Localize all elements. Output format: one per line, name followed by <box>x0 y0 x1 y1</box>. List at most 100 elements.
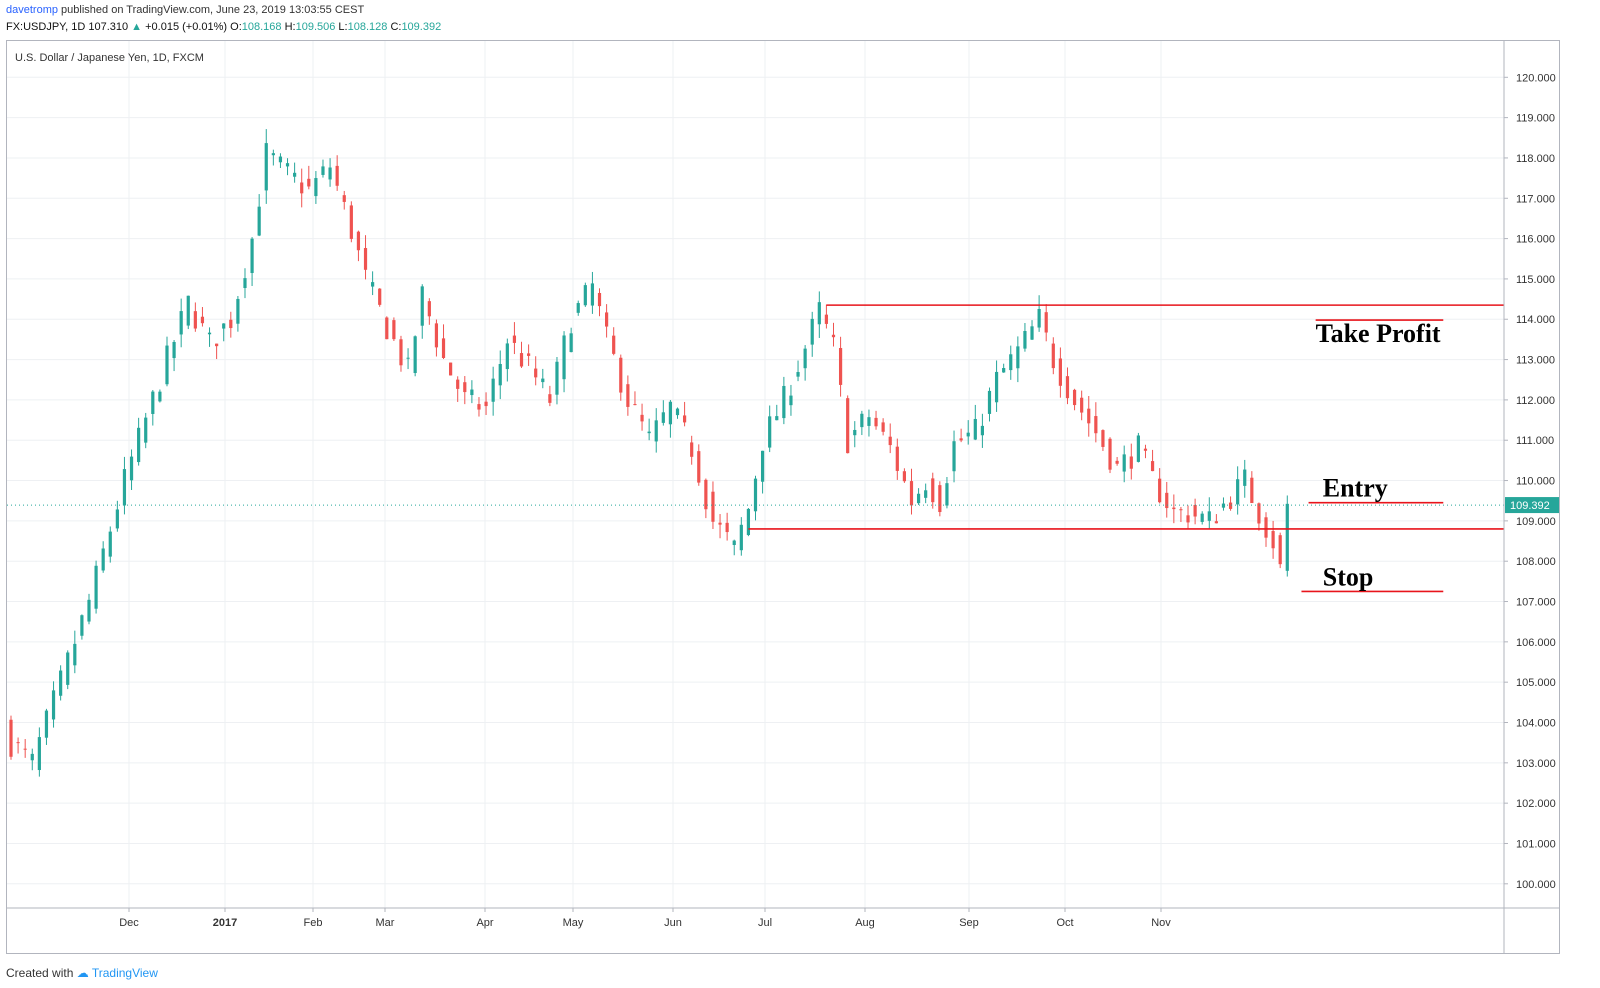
candle-body <box>1044 312 1048 333</box>
candle-body <box>1285 503 1289 571</box>
candle-body <box>406 357 410 359</box>
y-tick-label: 112.000 <box>1516 395 1555 407</box>
x-tick-label: Nov <box>1151 917 1171 929</box>
y-tick-label: 100.000 <box>1516 879 1556 891</box>
candle-body <box>1009 354 1013 371</box>
candle-body <box>300 182 304 194</box>
candle-body <box>1172 507 1176 510</box>
candle-body <box>661 412 665 423</box>
candle-body <box>1228 502 1233 509</box>
candle-body <box>838 348 843 385</box>
candle-body <box>860 413 864 428</box>
candle-body <box>44 710 49 738</box>
candle-body <box>1051 343 1055 369</box>
candle-body <box>1165 492 1169 509</box>
low-value: 108.128 <box>347 21 388 33</box>
candle-body <box>1016 346 1020 369</box>
candle-body <box>881 422 885 432</box>
candle-body <box>1214 521 1218 524</box>
chart-frame[interactable]: U.S. Dollar / Japanese Yen, 1D, FXCM 109… <box>6 40 1560 954</box>
candle-body <box>37 737 41 771</box>
candle-body <box>441 338 446 358</box>
candle-body <box>66 652 70 685</box>
take-profit-label: Take Profit <box>1316 319 1441 348</box>
candle-body <box>640 414 644 422</box>
candle-body <box>129 456 134 481</box>
candle-body <box>94 565 98 609</box>
candle-body <box>959 438 963 441</box>
candle-body <box>1072 389 1077 406</box>
y-tick-label: 114.000 <box>1516 314 1555 326</box>
price-chart[interactable]: U.S. Dollar / Japanese Yen, 1D, FXCM 109… <box>7 41 1559 953</box>
y-tick-label: 109.000 <box>1516 516 1556 528</box>
x-tick-label: 2017 <box>213 917 237 929</box>
candle-body <box>1065 376 1070 399</box>
candle-body <box>1243 469 1247 486</box>
candle-body <box>207 332 212 335</box>
x-tick-label: Apr <box>476 917 493 929</box>
candle-body <box>718 522 722 525</box>
candle-body <box>59 670 63 696</box>
candle-body <box>1207 511 1211 521</box>
candle-body <box>633 404 637 406</box>
candle-body <box>16 742 20 744</box>
candle-body <box>980 425 984 436</box>
candle-body <box>541 378 545 383</box>
candle-body <box>236 298 240 324</box>
publisher-username[interactable]: davetromp <box>6 4 58 16</box>
candle-body <box>753 478 758 512</box>
y-tick-label: 102.000 <box>1516 798 1556 810</box>
candle-body <box>1115 460 1119 464</box>
candle-body <box>739 524 743 551</box>
candle-body <box>193 311 197 329</box>
x-tick-label: Jun <box>664 917 682 929</box>
candle-body <box>619 357 623 393</box>
y-tick-label: 103.000 <box>1516 758 1556 770</box>
tradingview-logo-icon[interactable]: ☁ <box>76 966 89 980</box>
candle-body <box>534 368 538 378</box>
candle-body <box>654 420 658 442</box>
candle-body <box>626 384 630 407</box>
x-tick-label: Feb <box>304 917 323 929</box>
y-tick-label: 119.000 <box>1516 113 1555 125</box>
candle-body <box>115 509 119 529</box>
candle-body <box>385 317 389 340</box>
candle-body <box>1101 430 1105 447</box>
candle-body <box>413 336 417 374</box>
candle-body <box>1037 309 1041 328</box>
candle-body <box>888 436 892 446</box>
candle-body <box>342 195 346 202</box>
x-tick-label: May <box>563 917 584 929</box>
candle-body <box>491 378 495 402</box>
y-tick-label: 111.000 <box>1516 435 1554 447</box>
candle-body <box>1080 397 1084 413</box>
candle-body <box>647 431 651 434</box>
symbol-ohlc-line: FX:USDJPY, 1D 107.310 ▲ +0.015 (+0.01%) … <box>6 21 441 33</box>
candle-body <box>399 339 403 366</box>
candle-body <box>1002 368 1006 373</box>
tradingview-brand[interactable]: TradingView <box>91 966 158 980</box>
candle-body <box>512 335 517 343</box>
candle-body <box>250 238 254 274</box>
y-tick-label: 105.000 <box>1516 677 1556 689</box>
candle-body <box>916 493 921 504</box>
candle-body <box>768 416 772 448</box>
candle-body <box>682 415 687 423</box>
candle-body <box>732 540 736 545</box>
x-tick-label: Mar <box>376 917 395 929</box>
candle-body <box>470 389 474 396</box>
candle-body <box>172 341 176 359</box>
candle-body <box>590 283 595 306</box>
candle-body <box>264 143 268 191</box>
candle-body <box>746 508 751 536</box>
candle-body <box>1200 513 1204 522</box>
close-value: 109.392 <box>401 21 442 33</box>
last-price: 107.310 <box>88 21 129 33</box>
candle-body <box>1186 515 1190 523</box>
candle-body <box>321 166 325 175</box>
candle-body <box>1023 330 1027 349</box>
candle-body <box>498 364 502 386</box>
candle-body <box>846 398 850 454</box>
candle-body <box>285 163 290 167</box>
candle-body <box>1058 358 1062 386</box>
